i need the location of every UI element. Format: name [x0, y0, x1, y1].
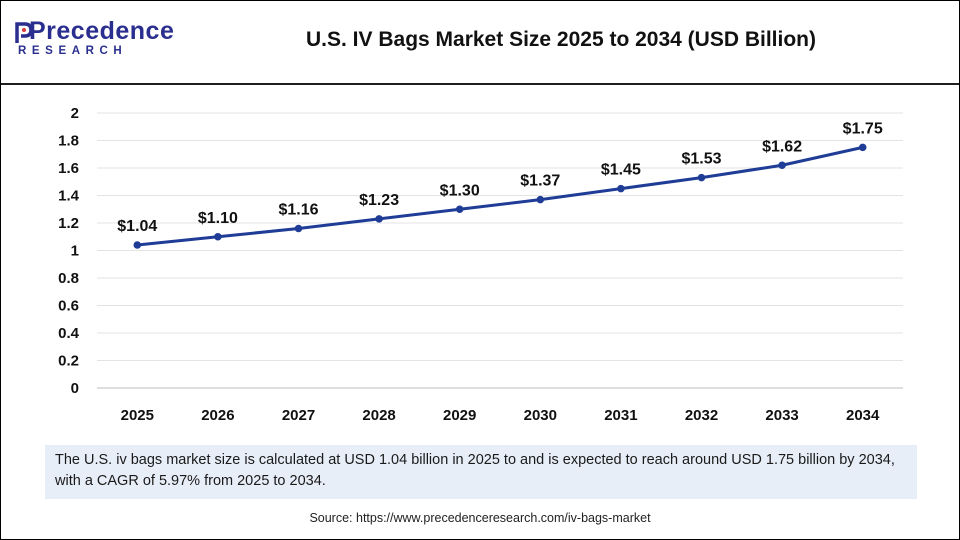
- brand-logo: Precedence RESEARCH: [15, 17, 174, 65]
- data-label: $1.10: [198, 210, 238, 227]
- series-line: [137, 145, 864, 247]
- data-point: [214, 232, 222, 241]
- data-point: [294, 224, 303, 233]
- data-labels: $1.04 $1.10 $1.16 $1.23 $1.30 $1.37 $1.45 $1.53…: [117, 120, 883, 235]
- x-tick-label: 2032: [685, 407, 718, 424]
- data-label: $1.53: [681, 151, 721, 168]
- data-point: [858, 143, 867, 152]
- y-tick-label: 1.2: [58, 215, 79, 232]
- data-point: [455, 205, 464, 214]
- header: Precedence RESEARCH U.S. IV Bags Market …: [1, 1, 959, 85]
- y-tick-label: 0.6: [58, 298, 79, 315]
- grid: [97, 112, 903, 361]
- data-label: $1.37: [520, 173, 560, 190]
- summary-note: The U.S. iv bags market size is calculat…: [45, 445, 917, 499]
- y-axis-ticks: 0 0.2 0.4 0.6 0.8 1 1.2 1.4 1.6 1.8 2: [58, 105, 80, 397]
- data-point: [697, 173, 706, 182]
- data-point: [375, 215, 383, 223]
- y-tick-label: 1.6: [58, 160, 79, 177]
- line-chart: 0 0.2 0.4 0.6 0.8 1 1.2 1.4 1.6 1.8 2 2025 2026 2027…: [58, 105, 903, 424]
- x-tick-label: 2026: [201, 407, 234, 424]
- y-tick-label: 0.4: [58, 325, 80, 342]
- x-tick-label: 2033: [765, 407, 798, 424]
- y-tick-label: 1.4: [58, 188, 80, 205]
- data-label: $1.75: [843, 120, 883, 137]
- source-line: Source: https://www.precedenceresearch.c…: [309, 511, 651, 525]
- x-tick-label: 2025: [121, 407, 154, 424]
- y-tick-label: 2: [71, 105, 79, 122]
- data-label: $1.30: [440, 182, 480, 199]
- data-label: $1.16: [278, 202, 318, 219]
- x-axis-ticks: 2025 2026 2027 2028 2029 2030 2031 2032 2033 2034: [121, 407, 880, 424]
- data-label: $1.45: [601, 162, 641, 179]
- x-tick-label: 2030: [524, 407, 557, 424]
- brand-sub: RESEARCH: [18, 45, 128, 57]
- x-tick-label: 2027: [282, 407, 315, 424]
- y-tick-label: 1: [71, 243, 79, 260]
- y-tick-label: 0.8: [58, 270, 79, 287]
- x-tick-label: 2031: [604, 407, 637, 424]
- data-point: [778, 161, 786, 170]
- data-label: $1.23: [359, 192, 399, 209]
- x-tick-label: 2028: [362, 407, 395, 424]
- brand-name: Precedence: [29, 17, 175, 45]
- y-tick-label: 1.8: [58, 133, 79, 150]
- data-label: $1.04: [117, 218, 157, 235]
- y-tick-label: 0: [71, 380, 79, 397]
- x-tick-label: 2034: [846, 407, 880, 424]
- data-point: [617, 184, 625, 193]
- y-tick-label: 0.2: [58, 353, 79, 370]
- data-label: $1.62: [762, 138, 802, 155]
- x-tick-label: 2029: [443, 407, 476, 424]
- data-point: [536, 195, 545, 204]
- page-title: U.S. IV Bags Market Size 2025 to 2034 (U…: [306, 28, 816, 51]
- data-points: [133, 143, 867, 249]
- data-point: [133, 241, 142, 249]
- logo-mark-icon: [15, 22, 33, 43]
